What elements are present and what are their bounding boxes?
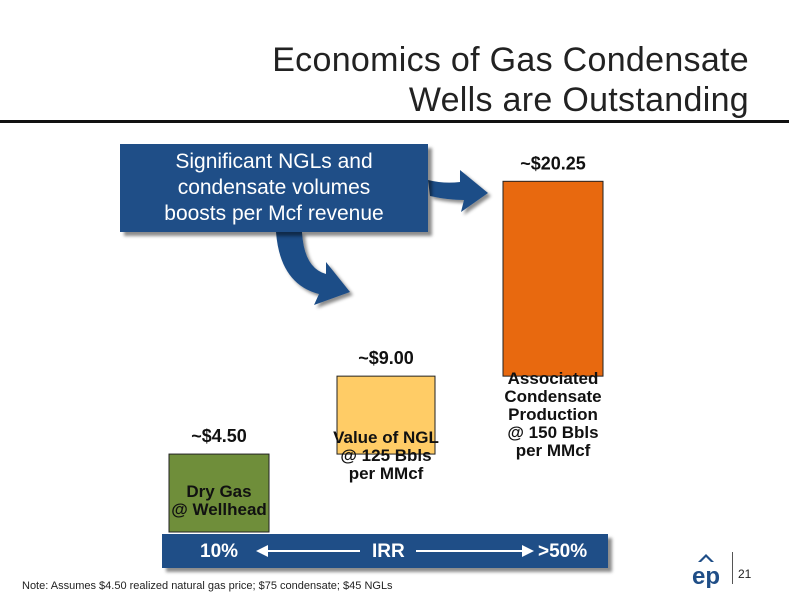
logo-text: ep xyxy=(692,563,720,588)
irr-label: IRR xyxy=(372,541,405,562)
left-arrow-icon xyxy=(256,545,360,557)
title-line-2: Wells are Outstanding xyxy=(408,81,749,119)
company-logo: ep xyxy=(692,554,720,588)
callout-line-2: condensate volumes xyxy=(177,176,371,199)
irr-range-bar: 10% IRR >50% xyxy=(162,534,608,568)
bar-3 xyxy=(502,180,604,377)
bar-group xyxy=(168,180,604,533)
category-label-2-line-1: Value of NGL xyxy=(333,428,439,447)
bar-1 xyxy=(168,453,270,533)
callout-line-3: boosts per Mcf revenue xyxy=(164,202,384,225)
callout-line-1: Significant NGLs and xyxy=(175,150,373,173)
arrow-to-condensate xyxy=(428,170,488,212)
title-line-1: Economics of Gas Condensate xyxy=(272,41,749,79)
category-label-1-line-2: @ Wellhead xyxy=(171,500,267,519)
right-arrow-icon xyxy=(416,545,534,557)
footnote: Note: Assumes $4.50 realized natural gas… xyxy=(22,580,393,592)
category-label-2-line-3: per MMcf xyxy=(349,464,424,483)
category-label-3-line-3: Production xyxy=(508,405,598,424)
category-label-3-line-5: per MMcf xyxy=(516,441,591,460)
value-label-group: ~$4.50 ~$9.00 ~$20.25 xyxy=(191,153,586,446)
category-label-3-line-1: Associated xyxy=(508,369,599,388)
irr-low-label: 10% xyxy=(200,541,239,562)
arrow-to-ngl xyxy=(276,232,350,305)
irr-high-label: >50% xyxy=(538,541,588,562)
bar-2 xyxy=(336,375,436,455)
slide-title: Economics of Gas Condensate Wells are Ou… xyxy=(272,40,749,120)
callout-box: Significant NGLs and condensate volumes … xyxy=(120,144,428,232)
category-label-2-line-2: @ 125 Bbls xyxy=(340,446,431,465)
callout-arrows xyxy=(276,170,488,305)
value-label-2: ~$9.00 xyxy=(358,348,414,368)
logo-divider xyxy=(732,552,733,584)
title-divider xyxy=(0,120,789,123)
page-number: 21 xyxy=(738,567,752,581)
value-label-3: ~$20.25 xyxy=(520,153,586,173)
value-label-1: ~$4.50 xyxy=(191,426,247,446)
category-label-3-line-4: @ 150 Bbls xyxy=(507,423,598,442)
category-label-3-line-2: Condensate xyxy=(504,387,601,406)
category-label-1-line-1: Dry Gas xyxy=(186,482,251,501)
